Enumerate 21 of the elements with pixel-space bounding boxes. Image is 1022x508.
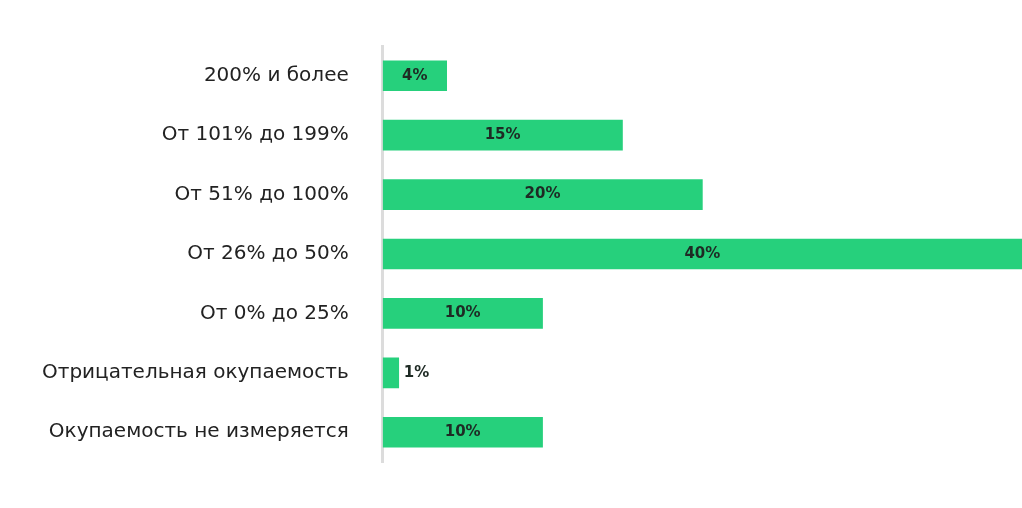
- y-tick-label: От 26% до 50%: [187, 240, 349, 265]
- bar: [382, 238, 1022, 270]
- y-tick-label: От 0% до 25%: [200, 299, 349, 324]
- data-label: 10%: [444, 422, 481, 441]
- y-tick-label: 200% и более: [203, 61, 349, 86]
- data-label: 20%: [524, 184, 561, 203]
- bar: [382, 357, 400, 389]
- data-label: 15%: [484, 125, 521, 144]
- data-label: 1%: [403, 362, 430, 381]
- bar: [382, 60, 447, 92]
- y-tick-label: Отрицательная окупаемость: [42, 359, 349, 384]
- bar: [382, 119, 623, 151]
- data-label: 10%: [444, 303, 481, 322]
- y-tick-label: Окупаемость не измеряется: [48, 418, 349, 443]
- y-tick-label: От 51% до 100%: [174, 180, 349, 205]
- bar: [382, 179, 703, 210]
- bar: [382, 298, 543, 329]
- y-tick-label: От 101% до 199%: [161, 121, 349, 146]
- data-label: 4%: [401, 65, 428, 84]
- bar: [382, 416, 543, 448]
- data-label: 40%: [684, 243, 721, 262]
